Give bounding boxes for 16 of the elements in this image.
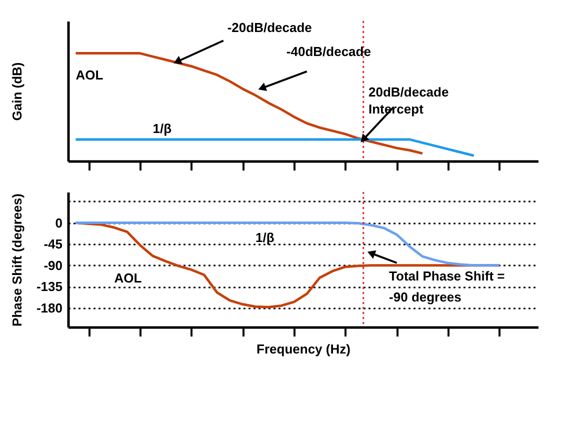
y-axis-title: Phase Shift (degrees) (10, 194, 24, 326)
x-axis-title: Frequency (Hz) (256, 342, 350, 356)
y-tick-label: -90 (44, 258, 62, 273)
y-tick-label: -135 (36, 279, 62, 294)
annotation: -40dB/decade (286, 44, 371, 59)
annotation: 20dB/decade Intercept (368, 84, 449, 116)
y-tick-label: 0 (55, 215, 62, 230)
y-tick-label: -180 (36, 300, 62, 316)
series-label: AOL (114, 270, 142, 286)
text: -20dB/decade (227, 20, 312, 35)
annotation: Total Phase Shift = -90 degrees (389, 268, 506, 304)
series-label: 1/β (255, 230, 274, 245)
y-axis-title: Gain (dB) (10, 62, 24, 121)
series-label: AOL (76, 68, 104, 83)
y-tick-label: -45 (44, 236, 62, 252)
series-label: 1/β (152, 120, 172, 136)
